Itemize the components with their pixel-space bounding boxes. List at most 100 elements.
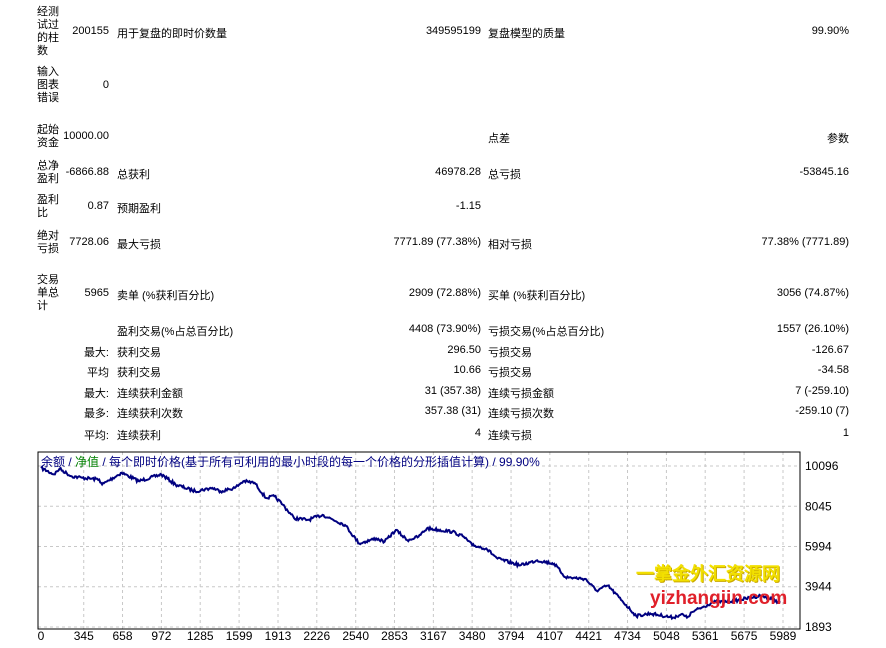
details-row: 最大: 连续获利金额 31 (357.38) 连续亏损金额 7 (-259.10)	[0, 385, 886, 401]
detail-prefix: 平均	[87, 367, 109, 379]
stat-value-2: 46978.28	[435, 166, 481, 178]
detail-label-2: 连续获利次数	[117, 408, 183, 420]
x-tick-label: 5048	[653, 629, 680, 643]
detail-prefix: 最大:	[83, 347, 109, 359]
detail-label-3: 亏损交易	[488, 347, 532, 359]
detail-value-3: -126.67	[811, 344, 849, 356]
stat-label-2: 卖单 (%获利百分比)	[117, 290, 215, 302]
x-tick-label: 0	[38, 629, 45, 643]
stat-label-3: 相对亏损	[488, 239, 532, 251]
detail-value-2: 10.66	[453, 364, 481, 376]
detail-value-3: 7 (-259.10)	[795, 385, 849, 397]
y-tick-label: 8045	[805, 499, 832, 513]
details-row: 最多: 连续获利次数 357.38 (31) 连续亏损次数 -259.10 (7)	[0, 405, 886, 421]
stat-value-3: -53845.16	[799, 166, 849, 178]
detail-label-3: 连续亏损	[488, 430, 532, 442]
stat-label: 总净盈利	[37, 160, 59, 185]
stat-label-2: 用于复盘的即时价数量	[117, 28, 227, 40]
y-tick-label: 3944	[805, 580, 832, 594]
detail-value-3: -259.10 (7)	[795, 405, 849, 417]
detail-label-2: 盈利交易(%占总百分比)	[117, 326, 234, 338]
stat-value-2: 2909 (72.88%)	[408, 287, 481, 299]
details-row: 平均: 连续获利 4 连续亏损 1	[0, 427, 886, 443]
stats-row: 输入图表错误 0	[0, 66, 886, 105]
x-tick-label: 4107	[536, 629, 563, 643]
detail-label-3: 连续亏损次数	[488, 408, 554, 420]
stat-value: 200155	[72, 25, 109, 37]
stat-value-2: 7771.89 (77.38%)	[393, 236, 481, 248]
stat-value: 0.87	[87, 200, 109, 212]
detail-prefix: 最多:	[83, 408, 109, 420]
watermark-url: yizhangjin.com	[650, 588, 788, 609]
stat-label: 盈利比	[37, 194, 59, 219]
x-tick-label: 2540	[342, 629, 369, 643]
stat-label-2: 总获利	[117, 169, 150, 181]
stat-label-3: 总亏损	[488, 169, 521, 181]
x-tick-label: 345	[74, 629, 94, 643]
x-tick-label: 1285	[187, 629, 214, 643]
stat-value: 7728.06	[69, 236, 109, 248]
plot-area	[38, 452, 800, 629]
stat-value-2: 349595199	[425, 25, 481, 37]
stat-value: 5965	[84, 287, 109, 299]
stat-label-2: 预期盈利	[117, 203, 161, 215]
detail-prefix: 最大:	[83, 388, 109, 400]
stat-label-3: 点差	[488, 133, 510, 145]
stat-label: 起始资金	[37, 124, 59, 149]
x-tick-label: 2853	[381, 629, 408, 643]
detail-prefix: 平均:	[83, 430, 109, 442]
detail-label-2: 获利交易	[117, 347, 161, 359]
x-tick-label: 4734	[614, 629, 641, 643]
detail-value-2: 4408 (73.90%)	[408, 323, 481, 335]
detail-value-2: 31 (357.38)	[424, 385, 481, 397]
x-tick-label: 5675	[731, 629, 758, 643]
detail-value-2: 4	[474, 427, 481, 439]
detail-value-3: -34.58	[817, 364, 849, 376]
detail-label-3: 亏损交易	[488, 367, 532, 379]
x-tick-label: 4421	[575, 629, 602, 643]
x-tick-label: 3480	[459, 629, 486, 643]
stat-label-2: 最大亏损	[117, 239, 161, 251]
stat-value: 10000.00	[63, 130, 109, 142]
detail-label-2: 连续获利金额	[117, 388, 183, 400]
stat-label: 经测试过的柱数	[37, 6, 59, 57]
balance-chart: 10096 8045 5994 3944 1893 0 345 658 972 1285 1599 1…	[37, 451, 839, 643]
stat-value-3: 99.90%	[811, 25, 849, 37]
details-row: 平均 获利交易 10.66 亏损交易 -34.58	[0, 364, 886, 380]
legend-equity: 净值	[75, 455, 100, 469]
x-tick-label: 2226	[303, 629, 330, 643]
legend-balance: 余额	[41, 455, 66, 469]
stat-label: 绝对亏损	[37, 230, 59, 255]
stat-value: 0	[102, 79, 109, 91]
detail-label-3: 亏损交易(%占总百分比)	[488, 326, 605, 338]
stats-row: 盈利比 0.87 预期盈利 -1.15	[0, 194, 886, 220]
y-tick-label: 5994	[805, 540, 832, 554]
stat-label-3: 买单 (%获利百分比)	[488, 290, 586, 302]
stat-value-3: 3056 (74.87%)	[776, 287, 849, 299]
x-tick-label: 658	[113, 629, 133, 643]
stats-row: 总净盈利 -6866.88 总获利 46978.28 总亏损 -53845.16	[0, 160, 886, 186]
stat-value-2: -1.15	[455, 200, 481, 212]
stat-label: 交易单总计	[37, 274, 59, 312]
balance-line	[40, 465, 781, 621]
detail-value-2: 296.50	[447, 344, 481, 356]
detail-value-3: 1557 (26.10%)	[776, 323, 849, 335]
x-tick-label: 3167	[420, 629, 447, 643]
detail-label-3: 连续亏损金额	[488, 388, 554, 400]
stat-label-3: 复盘模型的质量	[488, 28, 565, 40]
watermark-logo-text: 一掌金外汇资源网	[636, 564, 780, 584]
stat-value: -6866.88	[65, 166, 109, 178]
stat-value-3: 77.38% (7771.89)	[761, 236, 849, 248]
x-tick-label: 3794	[498, 629, 525, 643]
x-tick-label: 1913	[265, 629, 292, 643]
y-tick-label: 10096	[805, 459, 839, 473]
stats-row: 绝对亏损 7728.06 最大亏损 7771.89 (77.38%) 相对亏损 77.38…	[0, 230, 886, 256]
stats-row: 起始资金 10000.00 点差 参数	[0, 124, 886, 150]
x-tick-label: 5989	[770, 629, 797, 643]
detail-value-3: 1	[842, 427, 849, 439]
legend-sep: /	[65, 455, 76, 469]
x-tick-label: 972	[151, 629, 171, 643]
y-tick-label: 1893	[805, 620, 832, 634]
detail-value-2: 357.38 (31)	[424, 405, 481, 417]
